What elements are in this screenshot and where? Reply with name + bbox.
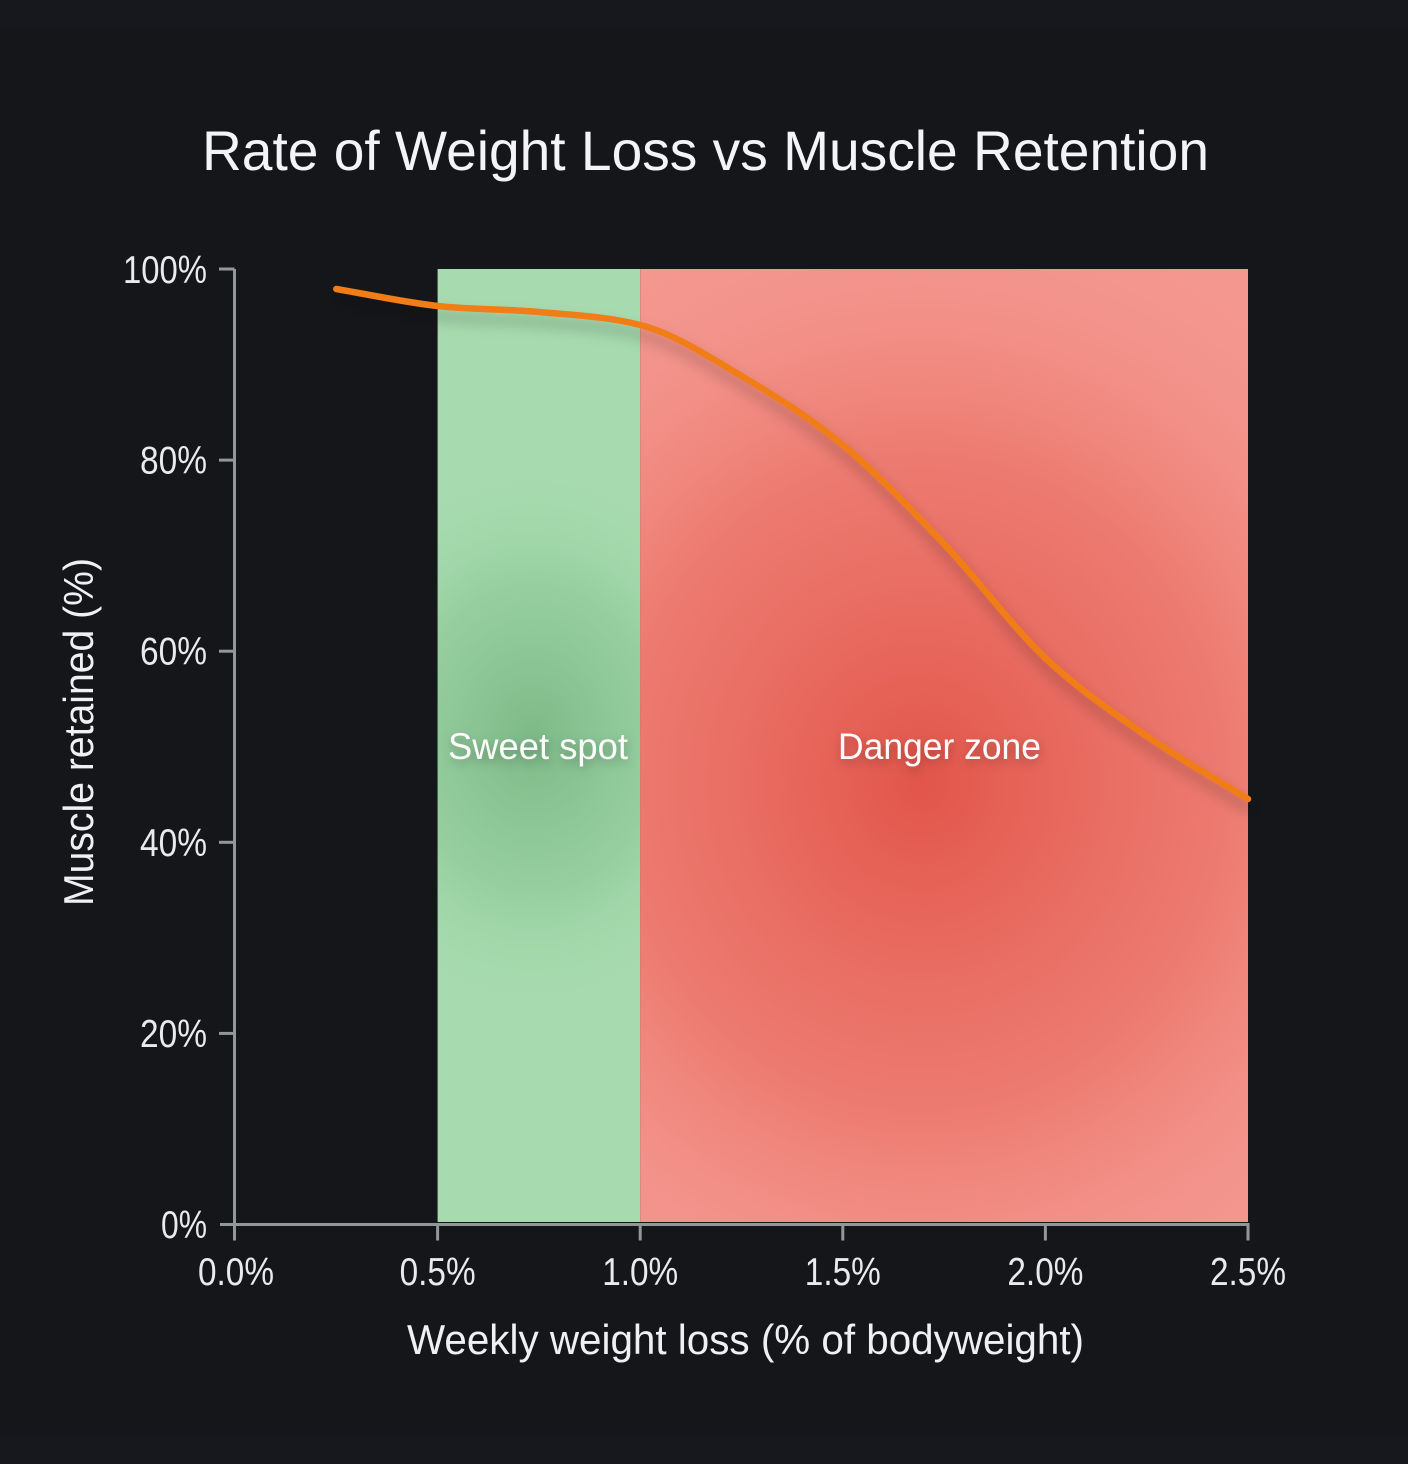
svg-text:1.5%: 1.5% (805, 1251, 881, 1294)
svg-text:Sweet spot: Sweet spot (448, 725, 629, 767)
svg-text:80%: 80% (140, 440, 207, 483)
svg-text:40%: 40% (140, 822, 207, 865)
svg-text:2.5%: 2.5% (1210, 1251, 1286, 1294)
svg-text:Muscle retained (%): Muscle retained (%) (55, 558, 102, 906)
svg-text:Danger zone: Danger zone (838, 725, 1041, 767)
svg-text:100%: 100% (123, 249, 207, 292)
svg-text:0%: 0% (161, 1204, 207, 1247)
svg-text:60%: 60% (140, 631, 207, 674)
svg-text:0.0%: 0.0% (198, 1251, 274, 1294)
svg-text:2.0%: 2.0% (1007, 1251, 1083, 1294)
svg-text:20%: 20% (140, 1013, 207, 1056)
svg-text:Weekly weight loss (% of bodyw: Weekly weight loss (% of bodyweight) (407, 1316, 1084, 1363)
svg-text:1.0%: 1.0% (602, 1251, 678, 1294)
svg-text:Rate of Weight Loss vs Muscle: Rate of Weight Loss vs Muscle Retention (202, 119, 1209, 182)
svg-text:0.5%: 0.5% (400, 1251, 476, 1294)
